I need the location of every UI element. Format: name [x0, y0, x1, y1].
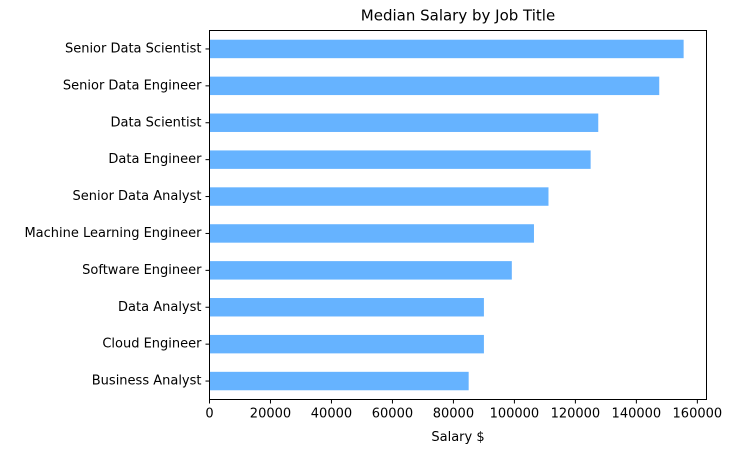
bar-senior-data-scientist — [209, 39, 684, 59]
bar-business-analyst — [209, 371, 469, 391]
x-tick-label: 140000 — [612, 407, 662, 422]
bar-data-analyst — [209, 298, 484, 317]
bar-data-scientist — [209, 113, 599, 132]
y-tick-label: Senior Data Engineer — [63, 78, 202, 93]
y-tick-label: Data Analyst — [118, 300, 201, 315]
bar-software-engineer — [209, 261, 512, 280]
plot-frame — [209, 30, 707, 400]
y-tick-label: Software Engineer — [82, 263, 202, 278]
bar-machine-learning-engineer — [209, 224, 534, 243]
x-tick-label: 20000 — [250, 407, 291, 422]
bar-cloud-engineer — [209, 334, 484, 354]
y-tick-label: Business Analyst — [92, 374, 202, 389]
x-tick-label: 100000 — [490, 407, 540, 422]
bar-senior-data-engineer — [209, 76, 660, 96]
x-axis-title: Salary $ — [431, 430, 484, 445]
bars-layer — [209, 39, 684, 391]
y-tick-label: Cloud Engineer — [102, 337, 202, 352]
x-tick-label: 0 — [205, 407, 213, 422]
chart-title: Median Salary by Job Title — [361, 7, 555, 25]
y-tick-label: Senior Data Scientist — [65, 41, 202, 56]
x-tick-label: 80000 — [433, 407, 474, 422]
y-tick-label: Senior Data Analyst — [73, 189, 202, 204]
y-axis-ticks: Senior Data Scientist Senior Data Enginee… — [24, 41, 210, 389]
y-tick-label: Data Engineer — [108, 152, 202, 167]
x-tick-label: 60000 — [372, 407, 413, 422]
x-tick-label: 160000 — [673, 407, 723, 422]
x-tick-label: 120000 — [551, 407, 601, 422]
x-tick-label: 40000 — [311, 407, 352, 422]
y-tick-label: Data Scientist — [111, 115, 202, 130]
bar-data-engineer — [209, 150, 591, 169]
x-axis-ticks: 0 20000 40000 60000 80000 100000 120000 140000 1… — [205, 399, 723, 422]
y-tick-label: Machine Learning Engineer — [24, 226, 202, 241]
bar-senior-data-analyst — [209, 187, 549, 206]
